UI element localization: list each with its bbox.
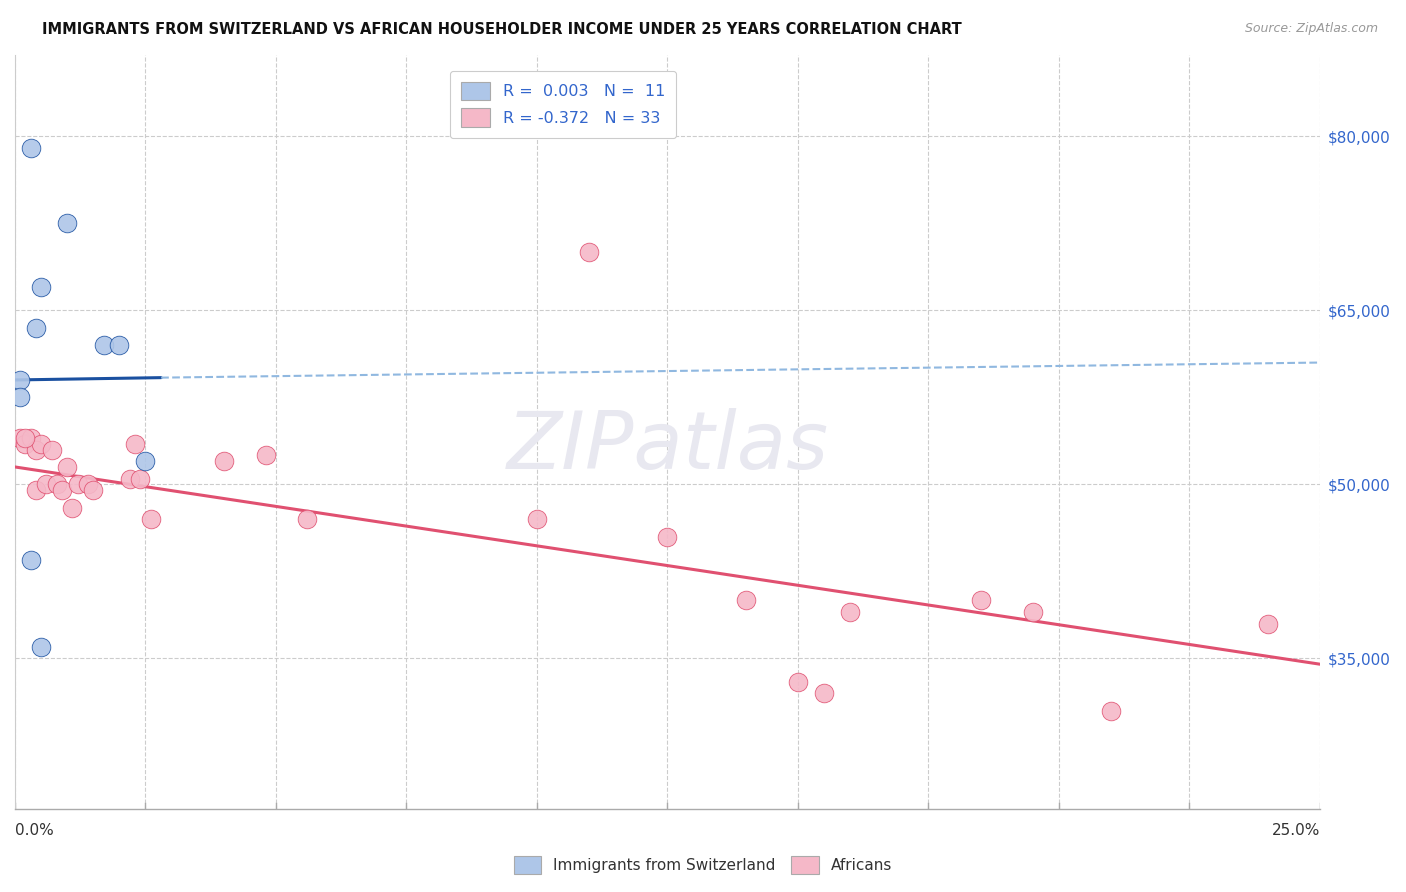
Point — [35, 477, 58, 491]
Point — [62, 500, 84, 515]
Point — [77, 477, 100, 491]
Point — [14, 431, 37, 445]
Point — [578, 245, 600, 260]
Point — [30, 436, 52, 450]
Point — [134, 454, 156, 468]
Point — [45, 477, 67, 491]
Point — [8, 373, 31, 387]
Point — [8, 431, 31, 445]
Point — [969, 593, 991, 607]
Point — [25, 320, 48, 334]
Point — [1022, 605, 1045, 619]
Point — [14, 436, 37, 450]
Point — [20, 431, 42, 445]
Point — [8, 390, 31, 404]
Point — [1257, 616, 1279, 631]
Point — [66, 477, 89, 491]
Point — [124, 436, 146, 450]
Point — [108, 338, 131, 352]
Point — [526, 512, 548, 526]
Point — [129, 472, 152, 486]
Point — [657, 530, 679, 544]
Point — [118, 472, 141, 486]
Point — [20, 553, 42, 567]
Point — [20, 141, 42, 155]
Text: 0.0%: 0.0% — [15, 823, 53, 838]
Point — [813, 686, 835, 700]
Point — [212, 454, 235, 468]
Point — [139, 512, 162, 526]
Point — [30, 640, 52, 654]
Text: 25.0%: 25.0% — [1271, 823, 1320, 838]
Point — [25, 442, 48, 457]
Text: IMMIGRANTS FROM SWITZERLAND VS AFRICAN HOUSEHOLDER INCOME UNDER 25 YEARS CORRELA: IMMIGRANTS FROM SWITZERLAND VS AFRICAN H… — [42, 22, 962, 37]
Point — [839, 605, 862, 619]
Point — [82, 483, 104, 498]
Point — [786, 674, 808, 689]
Point — [254, 448, 277, 462]
Point — [56, 216, 79, 230]
Legend: Immigrants from Switzerland, Africans: Immigrants from Switzerland, Africans — [508, 850, 898, 880]
Point — [30, 280, 52, 294]
Point — [297, 512, 319, 526]
Legend: R =  0.003   N =  11, R = -0.372   N = 33: R = 0.003 N = 11, R = -0.372 N = 33 — [450, 70, 676, 138]
Point — [25, 483, 48, 498]
Point — [734, 593, 756, 607]
Point — [51, 483, 73, 498]
Point — [93, 338, 115, 352]
Point — [1099, 704, 1122, 718]
Point — [56, 459, 79, 474]
Text: ZIPatlas: ZIPatlas — [506, 409, 828, 486]
Text: Source: ZipAtlas.com: Source: ZipAtlas.com — [1244, 22, 1378, 36]
Point — [41, 442, 63, 457]
